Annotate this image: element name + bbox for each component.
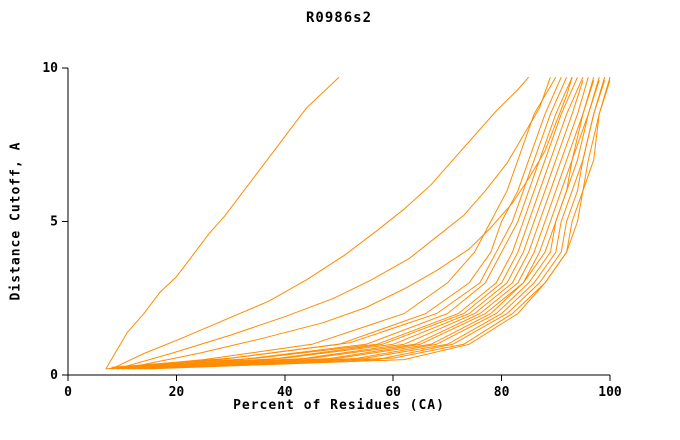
x-tick-label: 80 [494,385,510,400]
curve-model-10 [122,76,584,370]
curve-model-20 [149,80,611,370]
curve-model-17 [138,77,606,368]
curve-model-01 [105,76,340,370]
curve-model-13 [127,77,595,368]
curve-model-07 [111,76,568,368]
x-axis-label: Percent of Residues (CA) [233,398,445,413]
chart-title: R0986s2 [305,10,373,26]
curve-model-19 [143,77,611,368]
x-tick-label: 20 [169,385,185,400]
curve-model-02 [111,76,530,370]
x-tick-label: 60 [385,385,401,400]
curve-model-05 [105,76,557,370]
x-tick-label: 100 [598,385,622,400]
y-tick-label: 10 [42,61,58,76]
x-tick-label: 40 [277,385,293,400]
curve-model-11 [122,80,584,368]
curve-model-08 [116,76,573,370]
curve-model-18 [143,80,606,370]
curve-model-16 [138,80,600,370]
curve-model-15 [132,77,600,368]
curve-model-14 [132,80,595,370]
x-tick-label: 0 [64,385,72,400]
curve-model-09 [116,76,578,368]
curve-model-12 [127,77,589,370]
curve-model-04 [122,77,573,370]
y-tick-label: 0 [50,368,58,383]
y-tick-label: 5 [50,215,58,230]
curve-model-03 [116,77,551,370]
